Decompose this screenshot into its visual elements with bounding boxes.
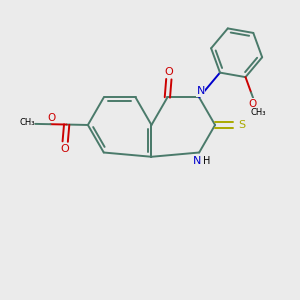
Text: N: N xyxy=(193,156,201,166)
Text: CH₃: CH₃ xyxy=(250,108,266,117)
Text: O: O xyxy=(61,144,70,154)
Text: H: H xyxy=(203,156,210,166)
Text: CH₃: CH₃ xyxy=(19,118,35,127)
Text: S: S xyxy=(238,120,245,130)
Text: O: O xyxy=(249,99,257,109)
Text: N: N xyxy=(196,86,205,96)
Text: O: O xyxy=(47,113,55,123)
Text: O: O xyxy=(164,67,173,77)
